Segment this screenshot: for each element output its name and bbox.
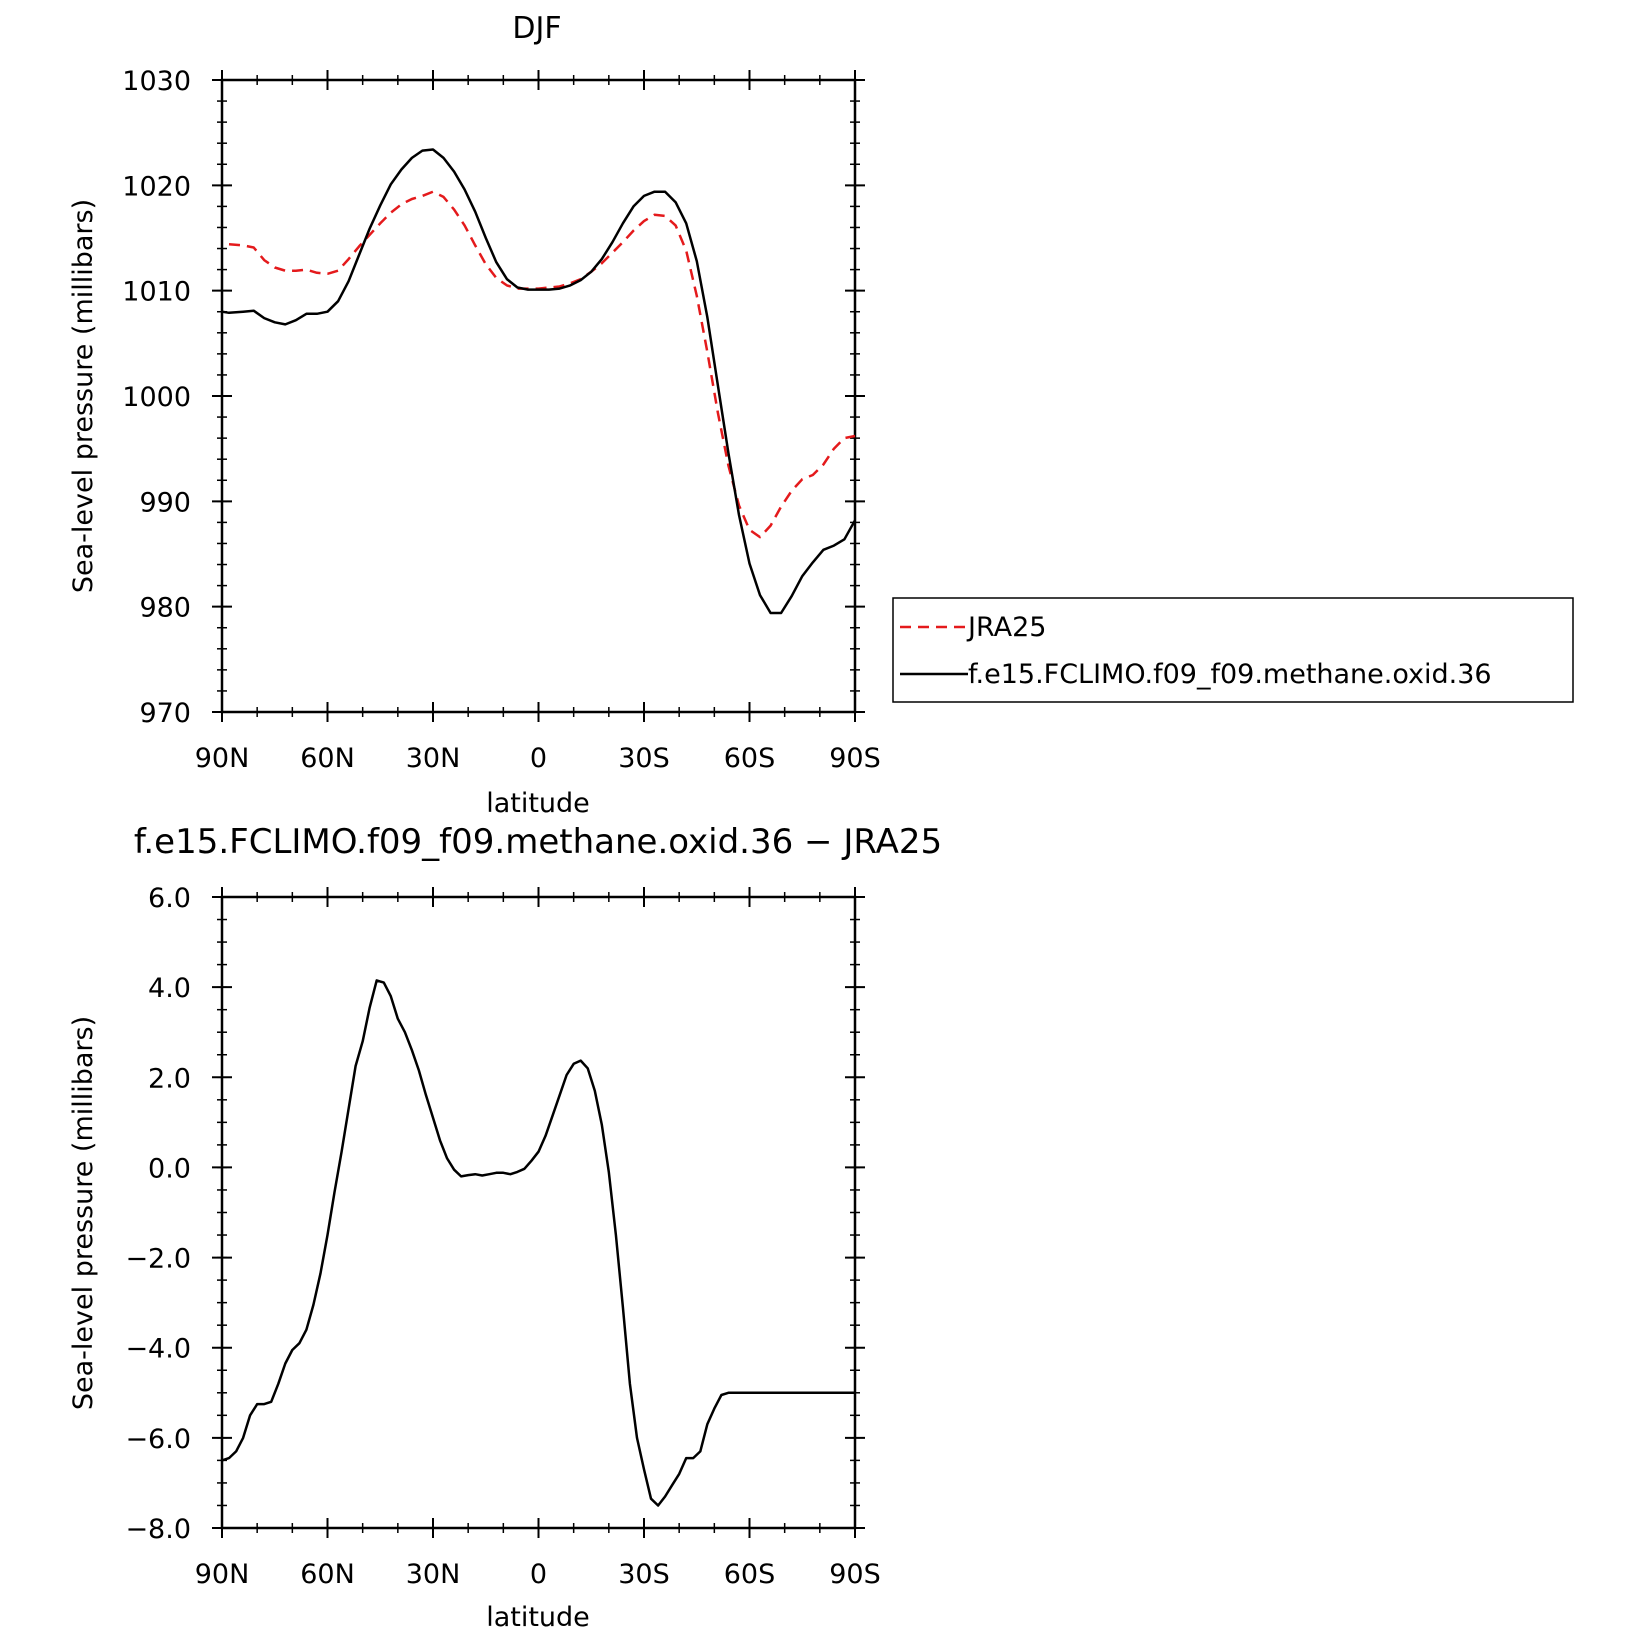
- x-tick-label: 60N: [300, 743, 355, 774]
- x-tick-label: 30N: [406, 743, 461, 774]
- x-tick-label: 30S: [618, 1559, 670, 1590]
- y-tick-label: 990: [139, 487, 191, 518]
- x-tick-label: 60S: [724, 1559, 776, 1590]
- chart-difference: f.e15.FCLIMO.f09_f09.methane.oxid.36 − J…: [68, 822, 942, 1633]
- x-axis-label: latitude: [486, 788, 590, 819]
- y-tick-label: 0.0: [148, 1153, 191, 1184]
- x-tick-label: 90S: [829, 1559, 881, 1590]
- series-line-difference: [221, 979, 855, 1507]
- y-tick-labels: −8.0 −6.0 −4.0 −2.0 0.0 2.0 4.0 6.0: [125, 883, 191, 1545]
- legend-label-model: f.e15.FCLIMO.f09_f09.methane.oxid.36: [968, 659, 1492, 690]
- y-tick-label: 4.0: [148, 973, 191, 1004]
- legend: JRA25 f.e15.FCLIMO.f09_f09.methane.oxid.…: [892, 597, 1574, 703]
- y-axis-label: Sea-level pressure (millibars): [68, 199, 99, 593]
- y-tick-label: 970: [139, 698, 191, 729]
- x-tick-label: 60S: [724, 743, 776, 774]
- x-tick-label: 30N: [406, 1559, 461, 1590]
- y-tick-labels: 970 980 990 1000 1010 1020 1030: [122, 66, 191, 729]
- y-tick-label: 1010: [122, 277, 191, 308]
- chart-title: f.e15.FCLIMO.f09_f09.methane.oxid.36 − J…: [134, 822, 942, 862]
- chart-djf: DJF 970 980 990 1000 1010 1020 1030 90N 60N 30N 0…: [68, 11, 881, 819]
- ticks: [212, 887, 865, 1538]
- x-tick-label: 0: [530, 1559, 547, 1590]
- y-tick-label: −6.0: [125, 1424, 191, 1455]
- y-tick-label: −2.0: [125, 1244, 191, 1275]
- x-tick-label: 60N: [300, 1559, 355, 1590]
- y-tick-label: 1030: [122, 66, 191, 97]
- x-tick-label: 90S: [829, 743, 881, 774]
- y-tick-label: 2.0: [148, 1063, 191, 1094]
- legend-label-jra25: JRA25: [966, 612, 1046, 643]
- x-axis-label: latitude: [486, 1602, 590, 1633]
- x-tick-labels: 90N 60N 30N 0 30S 60S 90S: [195, 743, 881, 774]
- plot-frame: [220, 895, 857, 1530]
- x-tick-labels: 90N 60N 30N 0 30S 60S 90S: [195, 1559, 881, 1590]
- plot-frame: [220, 78, 857, 714]
- y-tick-label: −4.0: [125, 1334, 191, 1365]
- y-tick-label: 1020: [122, 171, 191, 202]
- series-line-jra25: [228, 190, 856, 539]
- y-tick-label: 980: [139, 593, 191, 624]
- legend-box: [892, 597, 1574, 703]
- ticks: [212, 70, 865, 722]
- series-lines: [221, 979, 855, 1507]
- series-lines: [221, 148, 857, 615]
- x-tick-label: 30S: [618, 743, 670, 774]
- y-axis-label: Sea-level pressure (millibars): [68, 1016, 99, 1410]
- chart-title: DJF: [512, 11, 561, 46]
- y-tick-label: 6.0: [148, 883, 191, 914]
- series-line-f-e15-fclimo-f09-f09-methane-oxid-36: [221, 148, 857, 615]
- x-tick-label: 0: [530, 743, 547, 774]
- y-tick-label: 1000: [122, 382, 191, 413]
- y-tick-label: −8.0: [125, 1514, 191, 1545]
- x-tick-label: 90N: [195, 743, 250, 774]
- x-tick-label: 90N: [195, 1559, 250, 1590]
